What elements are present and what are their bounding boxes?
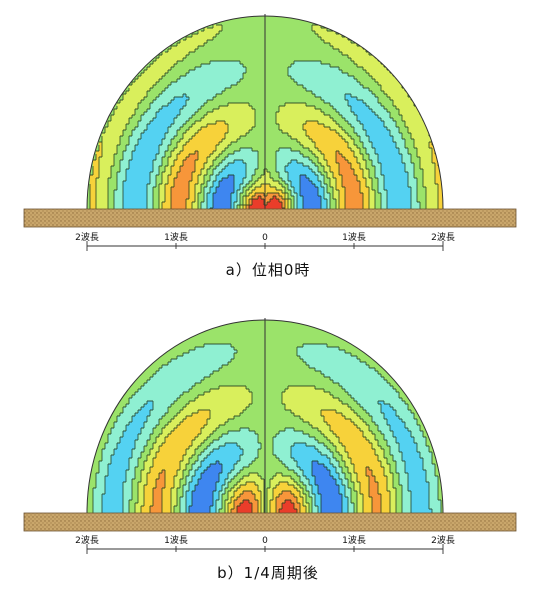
tick-label: 1波長 [164,231,188,243]
tick-label: 2波長 [75,231,99,243]
ground-strip [23,208,517,228]
tick-label: 0 [262,233,268,243]
tick-label: 2波長 [431,231,455,243]
field-plot-a [86,15,444,210]
figure-a: 2波長 1波長 0 1波長 2波長 a）位相0時 [23,14,517,279]
tick-label: 1波長 [164,534,188,546]
tick-label: 2波長 [75,534,99,546]
tick-label: 0 [262,536,268,546]
figure-caption: b）1/4周期後 [217,564,319,582]
field-plot-b [86,319,444,514]
ground-strip [23,512,517,532]
tick-label: 1波長 [342,231,366,243]
figure-caption: a）位相0時 [226,261,311,279]
tick-label: 2波長 [431,534,455,546]
scale-bar-a: 2波長 1波長 0 1波長 2波長 [75,231,455,251]
figure-b: 2波長 1波長 0 1波長 2波長 b）1/4周期後 [23,318,517,582]
scale-bar-b: 2波長 1波長 0 1波長 2波長 [75,534,455,554]
tick-label: 1波長 [342,534,366,546]
